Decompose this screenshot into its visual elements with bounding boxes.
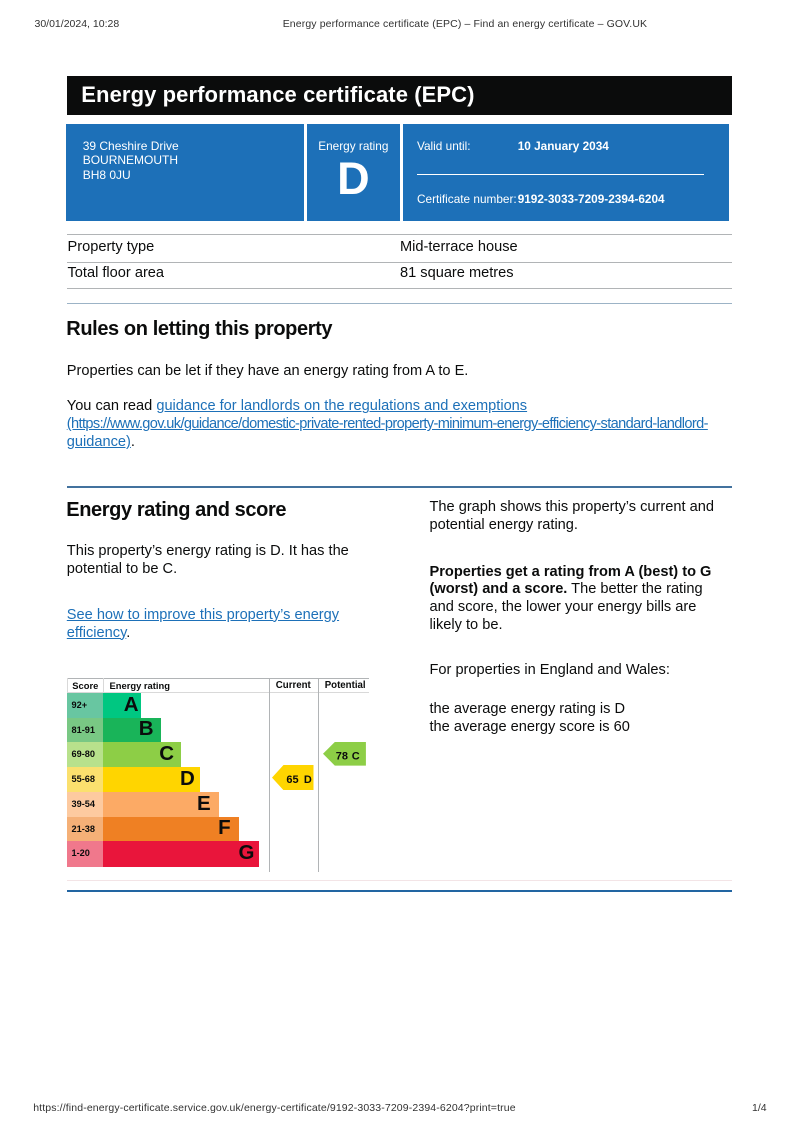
svg-text:C: C	[352, 750, 360, 762]
svg-text:D: D	[304, 774, 312, 786]
svg-text:78: 78	[336, 750, 348, 762]
svg-text:65: 65	[286, 774, 298, 786]
